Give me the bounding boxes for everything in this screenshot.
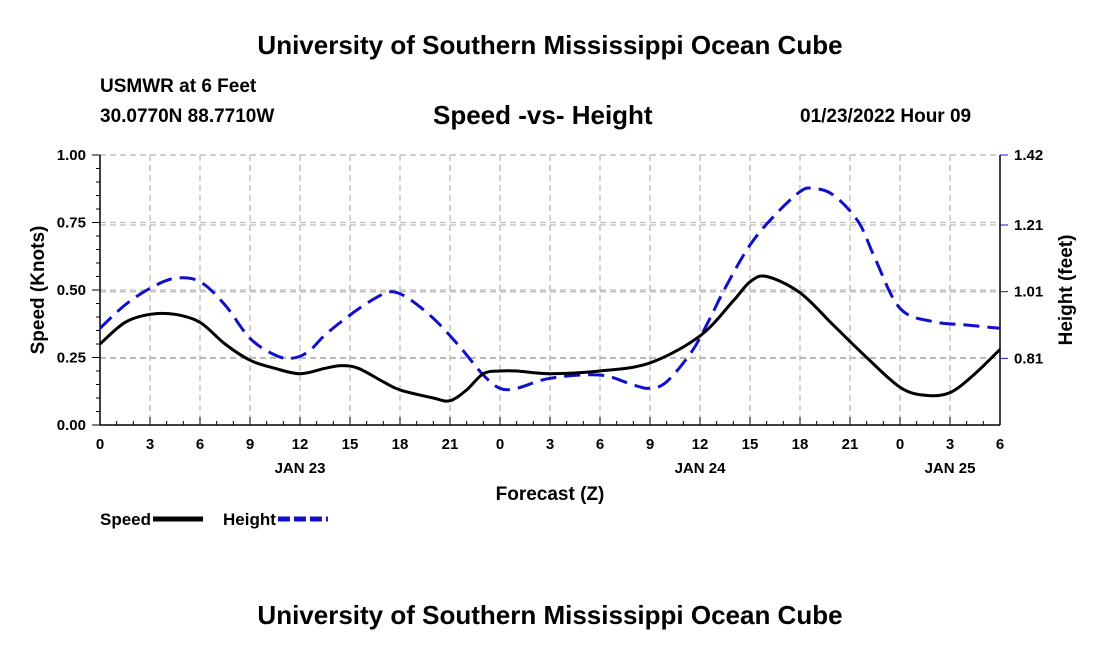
x-tick-label: 0: [496, 436, 504, 453]
chart-main-title: University of Southern Mississippi Ocean…: [257, 30, 843, 60]
x-tick-label: 21: [442, 436, 459, 453]
x-tick-label: 21: [842, 436, 859, 453]
x-date-label: JAN 25: [925, 460, 976, 477]
y2-tick-label: 1.01: [1014, 284, 1043, 301]
forecast-datetime: 01/23/2022 Hour 09: [800, 106, 972, 127]
legend-label-height: Height: [223, 510, 276, 529]
x-tick-label: 12: [292, 436, 309, 453]
x-tick-label: 12: [692, 436, 709, 453]
x-date-label: JAN 23: [275, 460, 326, 477]
x-tick-label: 0: [96, 436, 104, 453]
y-tick-label: 0.00: [57, 417, 86, 434]
x-date-label: JAN 24: [675, 460, 727, 477]
y-tick-label: 0.75: [57, 215, 86, 232]
x-tick-label: 0: [896, 436, 904, 453]
x-tick-label: 15: [742, 436, 759, 453]
y-axis-title: Speed (Knots): [28, 226, 49, 355]
x-tick-label: 3: [146, 436, 154, 453]
y2-tick-label: 1.21: [1014, 217, 1043, 234]
series-line-height: [98, 186, 1001, 392]
y2-tick-label: 1.42: [1014, 147, 1043, 164]
station-label: USMWR at 6 Feet: [100, 76, 257, 97]
x-tick-label: 3: [946, 436, 954, 453]
coordinates-label: 30.0770N 88.7710W: [100, 106, 275, 127]
x-tick-label: 3: [546, 436, 554, 453]
y-tick-label: 0.25: [57, 350, 86, 367]
y2-tick-label: 0.81: [1014, 350, 1043, 367]
footer-title: University of Southern Mississippi Ocean…: [257, 600, 843, 630]
x-tick-label: 18: [392, 436, 409, 453]
x-tick-label: 18: [792, 436, 809, 453]
x-tick-label: 15: [342, 436, 359, 453]
x-axis-title: Forecast (Z): [496, 484, 605, 505]
x-tick-label: 9: [646, 436, 654, 453]
legend-label-speed: Speed: [100, 510, 151, 529]
y2-axis-title: Height (feet): [1056, 235, 1077, 346]
series-line-speed: [99, 274, 1002, 403]
x-tick-label: 6: [196, 436, 204, 453]
y-tick-label: 0.50: [57, 282, 86, 299]
x-tick-label: 6: [996, 436, 1004, 453]
y-tick-label: 1.00: [57, 147, 86, 164]
x-tick-label: 6: [596, 436, 604, 453]
x-tick-label: 9: [246, 436, 254, 453]
chart-subtitle: Speed -vs- Height: [433, 100, 653, 130]
